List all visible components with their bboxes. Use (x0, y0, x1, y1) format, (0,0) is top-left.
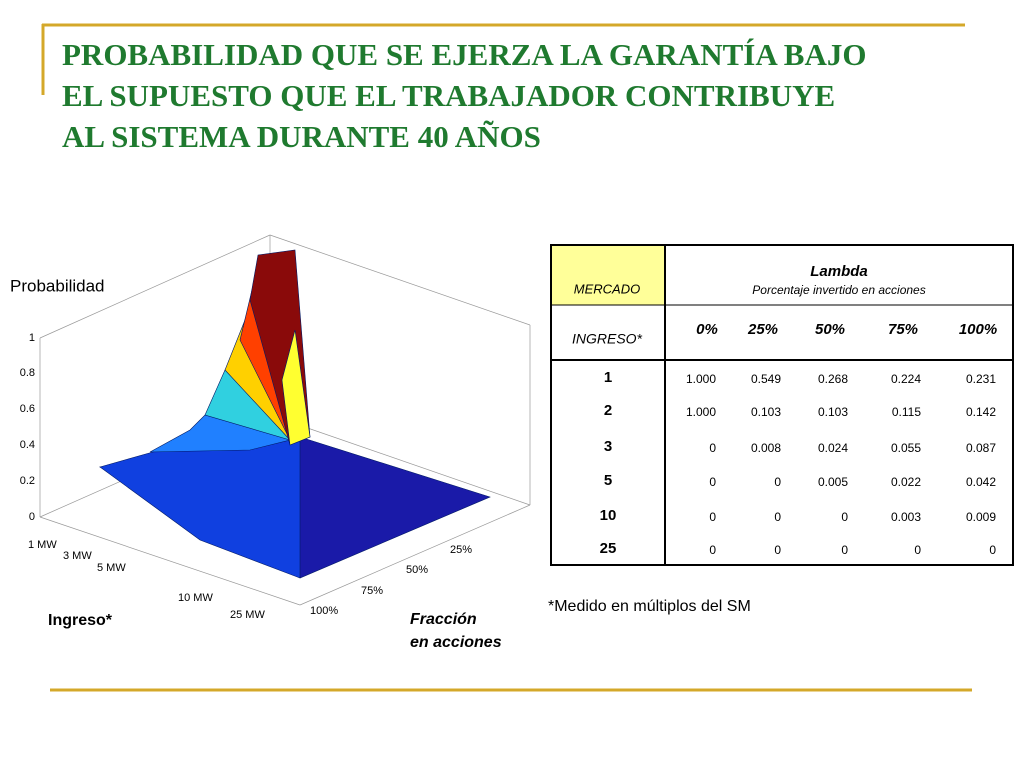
row-label: 1 (604, 369, 612, 386)
table-cell: 0 (774, 475, 781, 489)
table-cell: 0.103 (818, 405, 848, 419)
y-tick-label: 50% (406, 564, 428, 576)
x-tick-label: 10 MW (178, 592, 213, 604)
table-cell: 0 (914, 543, 921, 557)
z-tick-label: 0.8 (20, 367, 35, 379)
title-line: EL SUPUESTO QUE EL TRABAJADOR CONTRIBUYE (62, 78, 835, 113)
table-cell: 0 (841, 510, 848, 524)
z-tick-label: 1 (29, 332, 35, 344)
title-line: PROBABILIDAD QUE SE EJERZA LA GARANTÍA B… (62, 37, 866, 72)
table-cell: 0.055 (891, 441, 921, 455)
y-axis-label: en acciones (410, 634, 502, 651)
y-tick-label: 75% (361, 585, 383, 597)
x-axis-label: Ingreso* (48, 612, 113, 629)
table-cell: 0 (709, 441, 716, 455)
z-tick-label: 0.2 (20, 475, 35, 487)
group-subtitle: Porcentaje invertido en acciones (752, 283, 925, 297)
table-cell: 0.005 (818, 475, 848, 489)
table-cell: 0.224 (891, 372, 921, 386)
x-tick-label: 5 MW (97, 562, 126, 574)
column-header: 50% (815, 321, 845, 338)
table-cell: 0.003 (891, 510, 921, 524)
row-label: 5 (604, 472, 612, 489)
row-label: 25 (600, 540, 617, 557)
y-tick-label: 25% (450, 544, 472, 556)
table-cell: 0.009 (966, 510, 996, 524)
column-header: 25% (747, 321, 778, 338)
table-cell: 1.000 (686, 405, 716, 419)
x-tick-label: 1 MW (28, 539, 57, 551)
y-tick-label: 100% (310, 605, 338, 617)
group-title: Lambda (810, 263, 868, 280)
table-cell: 0 (841, 543, 848, 557)
column-header: 0% (696, 321, 718, 338)
table-cell: 0.231 (966, 372, 996, 386)
table-cell: 1.000 (686, 372, 716, 386)
table-cell: 0.008 (751, 441, 781, 455)
surface (99, 249, 491, 579)
table-cell: 0.549 (751, 372, 781, 386)
column-header: 75% (888, 321, 918, 338)
table-cell: 0.024 (818, 441, 848, 455)
z-tick-label: 0.4 (20, 439, 35, 451)
table: MERCADO INGRESO* Lambda Porcentaje inver… (550, 244, 1014, 566)
column-header: 100% (959, 321, 997, 338)
x-tick-label: 25 MW (230, 609, 265, 621)
table-cell: 0.103 (751, 405, 781, 419)
table-cell: 0 (709, 510, 716, 524)
row-label: 10 (600, 507, 617, 524)
table-cell: 0 (989, 543, 996, 557)
corner-bottom: INGRESO* (572, 331, 643, 347)
table-cell: 0.022 (891, 475, 921, 489)
table-cell: 0 (774, 543, 781, 557)
table-cell: 0.142 (966, 405, 996, 419)
table-cell: 0.268 (818, 372, 848, 386)
table-cell: 0.042 (966, 475, 996, 489)
z-tick-label: 0 (29, 511, 35, 523)
y-axis-label: Fracción (410, 611, 477, 628)
corner-cell (551, 245, 665, 305)
table-cell: 0 (774, 510, 781, 524)
x-tick-label: 3 MW (63, 550, 92, 562)
title-line: AL SISTEMA DURANTE 40 AÑOS (62, 119, 541, 154)
row-label: 2 (604, 402, 612, 419)
table-cell: 0.115 (892, 405, 921, 419)
z-tick-label: 0.6 (20, 403, 35, 415)
table-cell: 0.087 (966, 441, 996, 455)
table-cell: 0 (709, 543, 716, 557)
z-axis-label: Probabilidad (10, 276, 105, 295)
table-border (550, 244, 1014, 566)
footnote: *Medido en múltiplos del SM (548, 598, 751, 615)
table-cell: 0 (709, 475, 716, 489)
row-label: 3 (604, 438, 612, 455)
corner-top: MERCADO (574, 281, 640, 296)
